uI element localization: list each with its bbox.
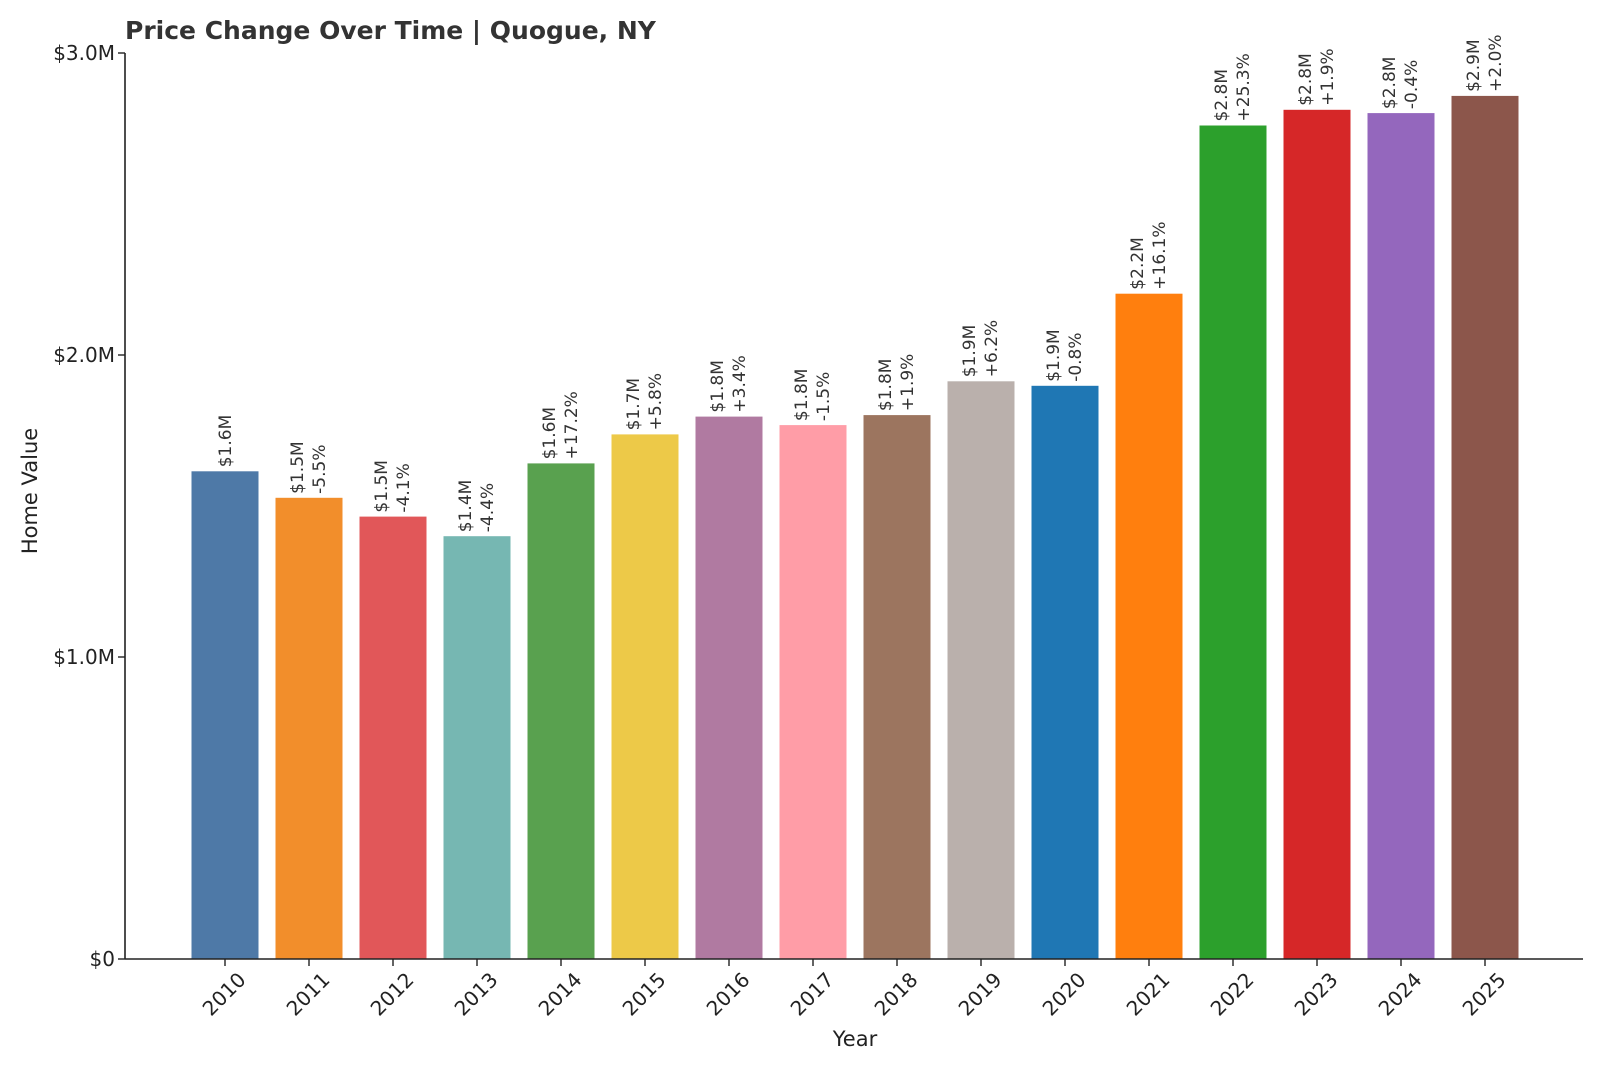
value-label-2012: $1.5M — [372, 460, 392, 513]
x-tick-label-2011: 2011 — [282, 968, 335, 1021]
x-axis: 2010 2011 2012 2013 2014 2015 2016 2017 2018 2019… — [125, 958, 1583, 1021]
value-label-2010: $1.6M — [216, 415, 236, 468]
change-label-2013: -4.4% — [478, 483, 498, 532]
x-tick-label-2016: 2016 — [702, 968, 755, 1021]
bar-2012 — [359, 516, 427, 959]
value-label-2021: $2.2M — [1128, 237, 1148, 290]
value-label-2020: $1.9M — [1044, 329, 1064, 382]
y-axis-label: Home Value — [18, 428, 42, 554]
bar-2010 — [191, 471, 259, 959]
bar-2016 — [695, 416, 763, 960]
change-label-2020: -0.8% — [1066, 332, 1086, 381]
bar-2015 — [611, 434, 679, 959]
x-tick-label-2025: 2025 — [1458, 968, 1511, 1021]
value-label-2024: $2.8M — [1380, 57, 1400, 110]
bar-2024 — [1367, 113, 1435, 960]
bar-2022 — [1199, 125, 1267, 959]
change-label-2025: +2.0% — [1486, 34, 1506, 91]
x-tick-label-2018: 2018 — [870, 968, 923, 1021]
bar-2025 — [1451, 95, 1519, 959]
value-label-2015: $1.7M — [624, 378, 644, 431]
change-label-2018: +1.9% — [898, 354, 918, 411]
change-label-2014: +17.2% — [562, 391, 582, 459]
bar-2011 — [275, 497, 343, 959]
change-label-2024: -0.4% — [1402, 60, 1422, 109]
change-label-2011: -5.5% — [310, 445, 330, 494]
x-tick-label-2012: 2012 — [366, 968, 419, 1021]
bar-2020 — [1031, 385, 1099, 959]
x-tick-label-2015: 2015 — [618, 968, 671, 1021]
y-tick-label-3: $3.0M — [53, 41, 115, 65]
value-label-2022: $2.8M — [1212, 69, 1232, 122]
x-tick-label-2024: 2024 — [1374, 968, 1427, 1021]
value-label-2023: $2.8M — [1296, 53, 1316, 106]
change-label-2017: -1.5% — [814, 372, 834, 421]
x-tick-label-2014: 2014 — [534, 968, 587, 1021]
change-label-2019: +6.2% — [982, 320, 1002, 377]
x-tick-label-2022: 2022 — [1206, 968, 1259, 1021]
bar-2013 — [443, 536, 511, 959]
x-tick-label-2021: 2021 — [1122, 968, 1175, 1021]
bars-group — [191, 95, 1519, 960]
value-label-2011: $1.5M — [288, 441, 308, 494]
value-label-2014: $1.6M — [540, 407, 560, 460]
value-label-2016: $1.8M — [708, 360, 728, 413]
y-tick-label-2: $2.0M — [53, 343, 115, 367]
x-axis-label: Year — [832, 1027, 878, 1051]
value-label-2019: $1.9M — [960, 325, 980, 378]
change-label-2022: +25.3% — [1234, 53, 1254, 121]
data-labels-group: $1.6M$1.5M -5.5% $1.5M -4.1% $1.4M -4.4%$1.6M… — [216, 34, 1506, 532]
value-label-2025: $2.9M — [1464, 39, 1484, 92]
value-label-2018: $1.8M — [876, 359, 896, 412]
x-tick-label-2010: 2010 — [198, 968, 251, 1021]
bar-2019 — [947, 381, 1015, 959]
bar-2021 — [1115, 293, 1183, 959]
x-tick-label-2017: 2017 — [786, 968, 839, 1021]
change-label-2023: +1.9% — [1318, 48, 1338, 105]
x-tick-label-2013: 2013 — [450, 968, 503, 1021]
bar-2014 — [527, 463, 595, 959]
change-label-2012: -4.1% — [394, 463, 414, 512]
x-tick-label-2019: 2019 — [954, 968, 1007, 1021]
bar-2018 — [863, 415, 931, 960]
value-label-2013: $1.4M — [456, 480, 476, 533]
change-label-2016: +3.4% — [730, 355, 750, 412]
y-tick-label-1: $1.0M — [53, 645, 115, 669]
x-tick-label-2020: 2020 — [1038, 968, 1091, 1021]
bar-2023 — [1283, 109, 1351, 960]
change-label-2021: +16.1% — [1150, 221, 1170, 289]
y-tick-label-0: $0 — [90, 947, 115, 971]
value-label-2017: $1.8M — [792, 369, 812, 422]
x-tick-label-2023: 2023 — [1290, 968, 1343, 1021]
chart-title: Price Change Over Time | Quogue, NY — [125, 16, 657, 45]
change-label-2015: +5.8% — [646, 373, 666, 430]
bar-2017 — [779, 425, 847, 960]
y-axis: $0 $1.0M $2.0M $3.0M — [53, 41, 126, 971]
